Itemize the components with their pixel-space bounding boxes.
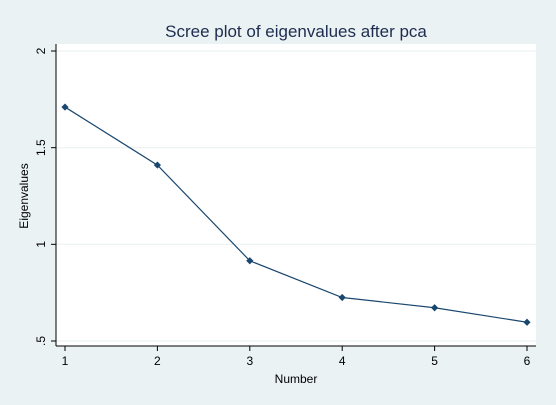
data-point-marker [61,103,69,111]
x-tick-label: 6 [524,354,531,368]
data-series [61,103,531,326]
y-tick-label: 2 [34,47,48,54]
axes: .5 1 1.5 2 1 2 3 4 5 6 [34,44,536,368]
x-axis-label: Number [275,372,318,386]
data-point-marker [431,304,439,312]
gridlines [56,50,536,342]
x-tick-label: 3 [246,354,253,368]
y-tick-label: 1 [34,241,48,248]
x-tick-label: 2 [154,354,161,368]
x-tick-label: 5 [431,354,438,368]
x-tick-label: 1 [62,354,69,368]
data-point-marker [153,161,161,169]
chart-title: Scree plot of eigenvalues after pca [165,22,427,41]
x-tick-label: 4 [339,354,346,368]
plot-region [56,44,536,346]
y-axis-label: Eigenvalues [17,163,31,228]
y-tick-label: .5 [34,336,48,346]
data-point-marker [523,318,531,326]
series-line [64,106,528,323]
data-point-marker [246,257,254,265]
y-tick-label: 1.5 [34,139,48,156]
data-point-marker [338,293,346,302]
